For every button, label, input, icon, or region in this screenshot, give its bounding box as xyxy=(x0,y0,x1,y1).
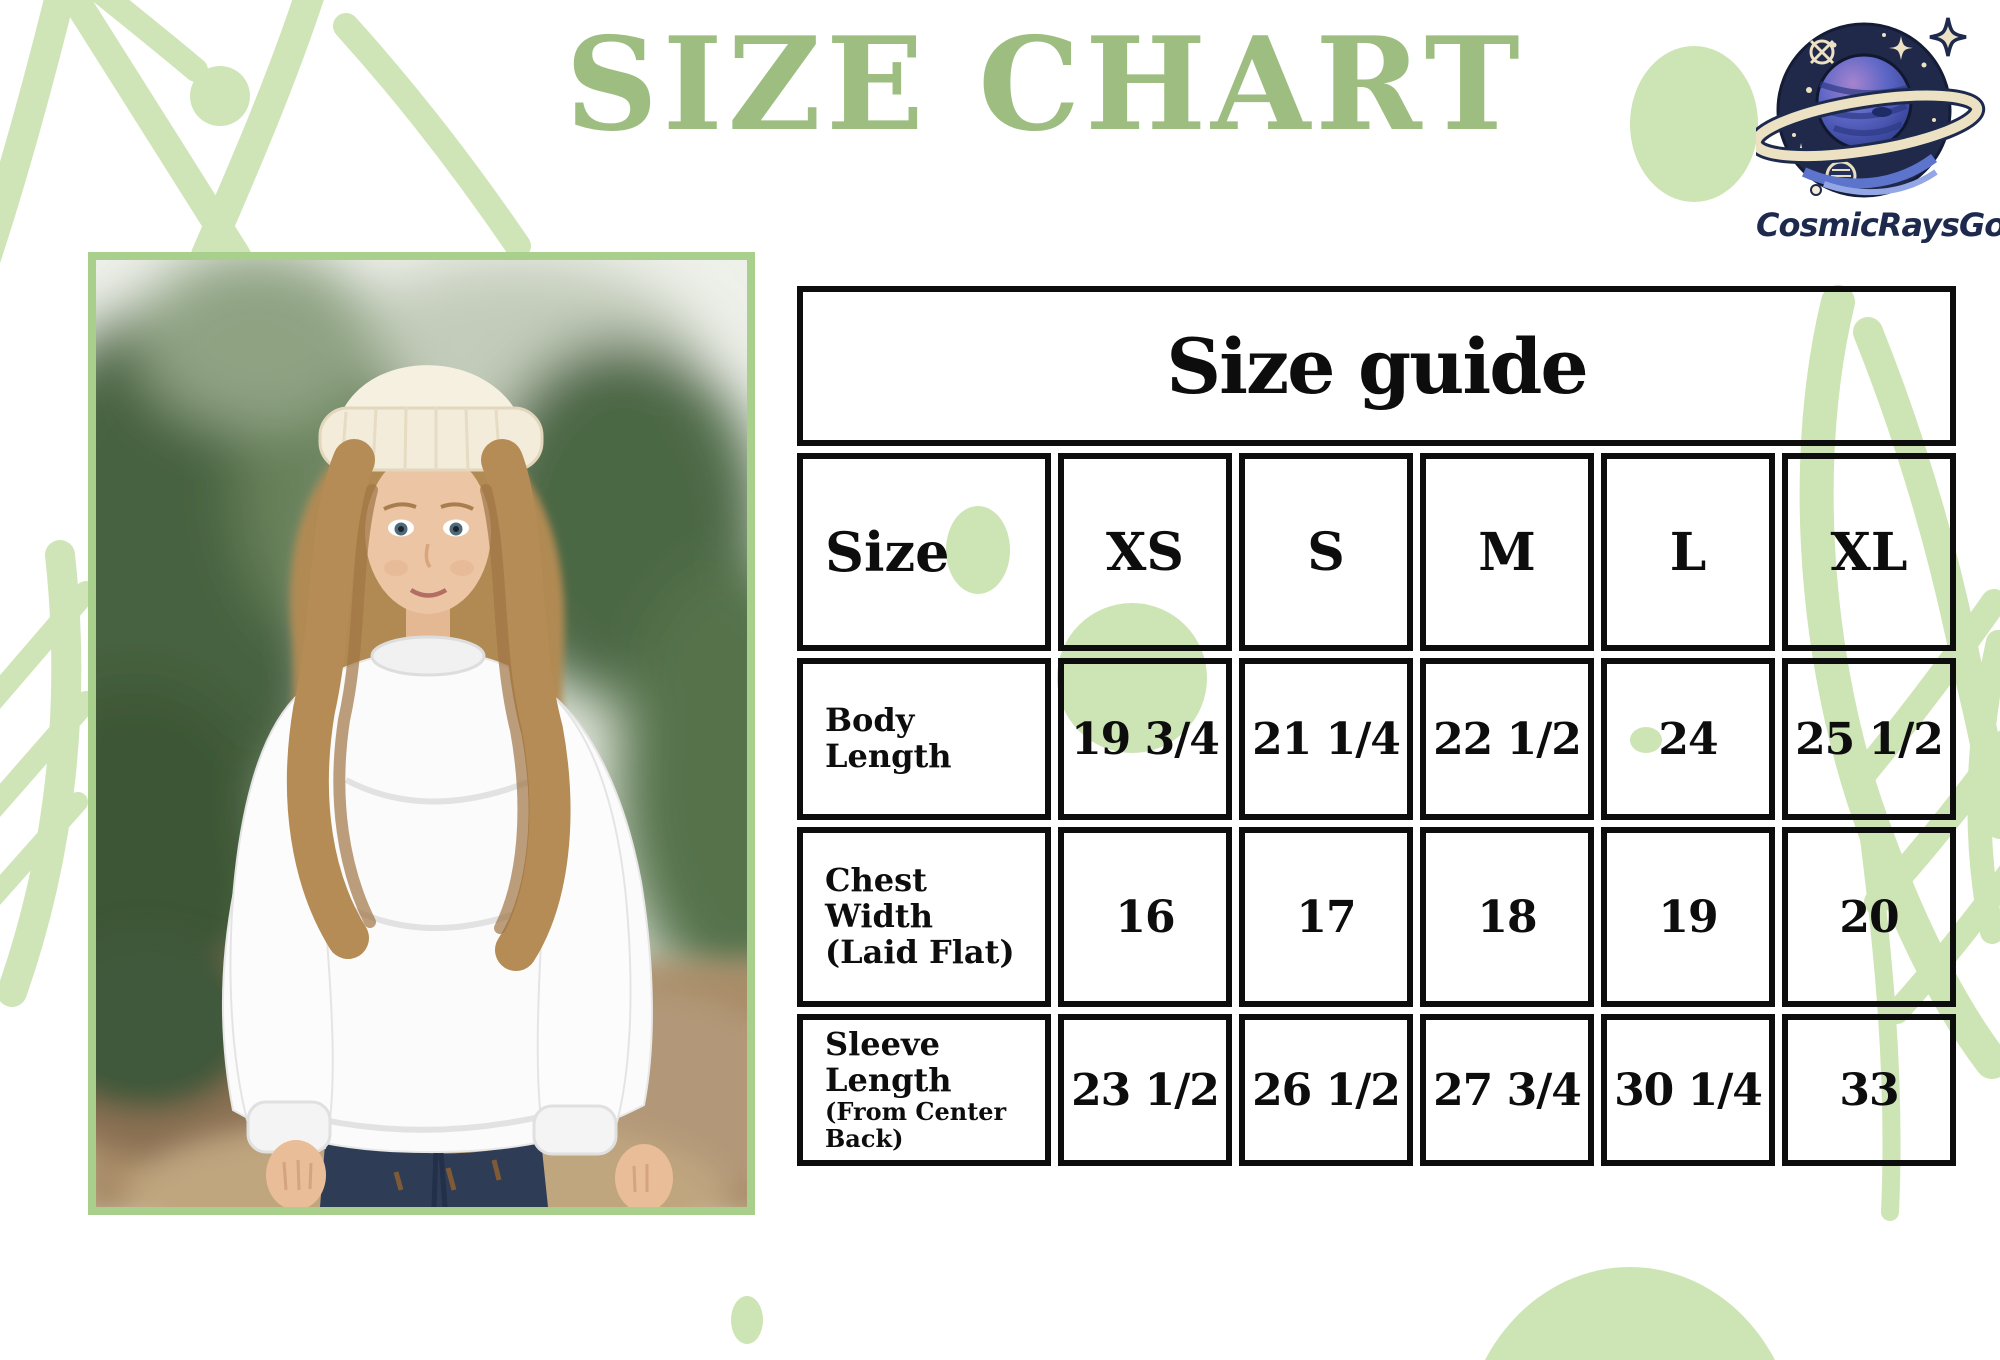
green-dot-top-left xyxy=(190,66,250,126)
body-length-l: 24 xyxy=(1601,658,1775,820)
chest-width-s: 17 xyxy=(1239,827,1413,1007)
chest-width-m: 18 xyxy=(1420,827,1594,1007)
green-ellipse-size-cell xyxy=(946,506,1010,594)
body-length-xl: 25 1/2 xyxy=(1782,658,1956,820)
chest-width-xs: 16 xyxy=(1058,827,1232,1007)
page-title: SIZE CHART xyxy=(565,10,1525,160)
feather-leaf-decoration-right xyxy=(1799,285,2000,1221)
column-header-xl: XL xyxy=(1782,453,1956,651)
body-length-xs: 19 3/4 xyxy=(1058,658,1232,820)
row-label-main: Chest Width xyxy=(825,861,933,936)
column-header-l: L xyxy=(1601,453,1775,651)
planet-ring-icon xyxy=(1756,87,1986,165)
product-photo xyxy=(88,252,755,1215)
table-title: Size guide xyxy=(797,286,1956,446)
row-label-sub: (From Center Back) xyxy=(825,1096,1007,1153)
green-dome-bottom-right xyxy=(1485,1267,1775,1360)
body-length-m: 22 1/2 xyxy=(1420,658,1594,820)
sleeve-length-xl: 33 xyxy=(1782,1014,1956,1166)
sleeve-length-xs: 23 1/2 xyxy=(1058,1014,1232,1166)
row-label-main: Sleeve Length xyxy=(825,1025,952,1100)
hair-locks xyxy=(286,439,571,971)
size-guide-table: Size guide Size XS S M L XL Body Length … xyxy=(797,286,1956,1166)
green-dot-bottom-center xyxy=(731,1296,763,1344)
row-label-text: Sleeve Length (From Center Back) xyxy=(825,1025,1045,1153)
right-hand xyxy=(615,1144,673,1207)
left-hand xyxy=(266,1140,326,1207)
compass-icon xyxy=(1809,39,1835,65)
row-label-sleeve-length: Sleeve Length (From Center Back) xyxy=(797,1014,1051,1166)
green-circle-xs-column xyxy=(1057,603,1207,753)
brand-logo-icon xyxy=(1756,17,1986,198)
row-label-sub: (Laid Flat) xyxy=(825,932,1015,971)
body-length-s: 21 1/4 xyxy=(1239,658,1413,820)
column-header-size: Size xyxy=(797,453,1051,651)
row-label-text: Body Length xyxy=(825,701,952,775)
green-circle-top-right xyxy=(1630,46,1758,202)
chest-width-l: 19 xyxy=(1601,827,1775,1007)
green-dot-L-column xyxy=(1630,727,1662,753)
brand-name: CosmicRaysGoods xyxy=(1756,206,2000,244)
sleeve-length-m: 27 3/4 xyxy=(1420,1014,1594,1166)
row-label-text: Chest Width (Laid Flat) xyxy=(825,861,1045,971)
sleeve-length-s: 26 1/2 xyxy=(1239,1014,1413,1166)
sleeve-length-l: 30 1/4 xyxy=(1601,1014,1775,1166)
column-header-s: S xyxy=(1239,453,1413,651)
chest-width-xl: 20 xyxy=(1782,827,1956,1007)
face-features xyxy=(383,502,474,598)
row-label-body-length: Body Length xyxy=(797,658,1051,820)
column-header-m: M xyxy=(1420,453,1594,651)
big-sparkle-icon xyxy=(1929,17,1967,57)
beanie xyxy=(318,365,544,472)
girl-in-white-sweatshirt-photo xyxy=(96,260,747,1207)
row-label-chest-width: Chest Width (Laid Flat) xyxy=(797,827,1051,1007)
column-header-xs: XS xyxy=(1058,453,1232,651)
pine-branch-decoration-left xyxy=(0,0,531,1007)
